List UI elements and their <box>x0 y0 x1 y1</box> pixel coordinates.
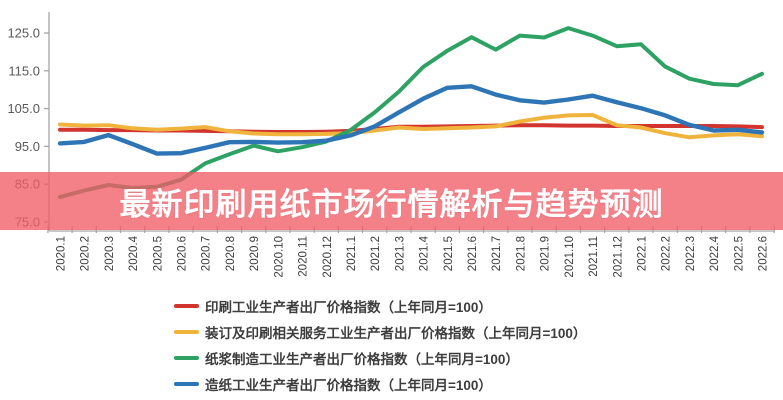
legend-swatch <box>174 330 199 334</box>
legend-label: 纸浆制造工业生产者出厂价格指数（上年同月=100） <box>205 352 519 367</box>
x-axis-label: 2021.4 <box>419 235 431 271</box>
x-axis-label: 2022.5 <box>733 236 745 271</box>
x-axis-label: 2020.12 <box>322 236 334 278</box>
legend-label: 装订及印刷相关服务工业生产者出厂价格指数（上年同月=100） <box>205 326 587 341</box>
x-axis-label: 2021.2 <box>370 236 382 271</box>
x-axis-label: 2021.12 <box>612 236 624 278</box>
line-chart: 125.0115.0105.095.085.075.02020.12020.22… <box>7 12 775 278</box>
x-axis-label: 2021.6 <box>467 236 479 271</box>
y-axis-label: 115.0 <box>8 63 40 78</box>
y-axis-label: 95.0 <box>15 139 40 154</box>
y-axis-label: 105.0 <box>7 101 40 116</box>
legend-label: 造纸工业生产者出厂价格指数（上年同月=100） <box>205 378 492 393</box>
x-axis-label: 2022.6 <box>758 236 770 271</box>
legend-swatch <box>174 304 199 308</box>
legend-item: 造纸工业生产者出厂价格指数（上年同月=100） <box>174 371 586 397</box>
x-axis-label: 2020.8 <box>225 236 237 271</box>
x-axis-label: 2020.2 <box>80 236 92 271</box>
banner-title: 最新印刷用纸市场行情解析与趋势预测 <box>119 186 664 222</box>
x-axis-label: 2021.9 <box>540 236 552 271</box>
x-axis-label: 2020.9 <box>249 236 261 271</box>
series-line-3 <box>57 84 765 156</box>
x-axis-label: 2022.3 <box>685 236 697 271</box>
x-axis-label: 2022.4 <box>709 235 721 271</box>
y-axis-label: 125.0 <box>7 26 40 41</box>
legend-swatch <box>174 356 199 360</box>
title-banner: 最新印刷用纸市场行情解析与趋势预测 <box>0 172 783 230</box>
x-axis-label: 2020.3 <box>104 236 116 271</box>
legend: 印刷工业生产者出厂价格指数（上年同月=100） 装订及印刷相关服务工业生产者出厂价… <box>174 293 586 397</box>
x-axis-label: 2021.5 <box>443 236 455 271</box>
x-axis-label: 2022.1 <box>636 236 648 271</box>
x-axis-label: 2020.4 <box>128 235 140 271</box>
legend-swatch <box>174 382 199 386</box>
x-axis-label: 2020.7 <box>201 236 213 271</box>
x-axis-label: 2021.8 <box>515 236 527 271</box>
x-axis-label: 2022.2 <box>661 236 673 271</box>
x-axis-label: 2020.6 <box>177 236 189 271</box>
x-axis-label: 2020.11 <box>298 236 310 277</box>
x-axis-label: 2020.5 <box>152 236 164 271</box>
x-axis-label: 2021.3 <box>394 236 406 271</box>
x-axis-label: 2021.1 <box>346 236 358 271</box>
legend-item: 印刷工业生产者出厂价格指数（上年同月=100） <box>174 293 586 319</box>
x-axis-label: 2020.10 <box>273 236 285 278</box>
legend-item: 装订及印刷相关服务工业生产者出厂价格指数（上年同月=100） <box>174 319 586 345</box>
legend-label: 印刷工业生产者出厂价格指数（上年同月=100） <box>205 300 492 315</box>
legend-item: 纸浆制造工业生产者出厂价格指数（上年同月=100） <box>174 345 586 371</box>
x-axis-label: 2021.7 <box>491 236 503 271</box>
x-axis-label: 2020.1 <box>56 236 68 271</box>
x-axis-label: 2021.10 <box>564 236 576 278</box>
series-line-1 <box>58 113 764 140</box>
x-axis-label: 2021.11 <box>588 236 600 277</box>
